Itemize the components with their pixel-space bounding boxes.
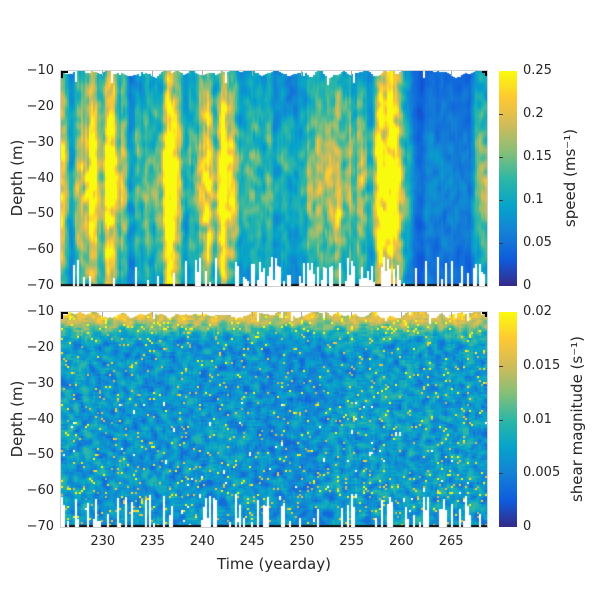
y-tick-label: −40 bbox=[26, 411, 54, 427]
x-tick-mark bbox=[102, 71, 104, 76]
x-tick-mark bbox=[351, 312, 353, 317]
x-tick-label: 265 bbox=[438, 534, 464, 549]
axis-corner-mark bbox=[61, 71, 63, 78]
colorbar-tick-mark bbox=[499, 200, 503, 201]
y-tick-label: −20 bbox=[26, 339, 54, 355]
y-tick-label: −70 bbox=[26, 278, 54, 293]
y-tick-label: −20 bbox=[26, 98, 54, 114]
x-tick-mark bbox=[201, 71, 203, 76]
x-tick-label: 235 bbox=[140, 534, 165, 549]
shear-heatmap-panel bbox=[60, 311, 488, 528]
x-tick-mark bbox=[301, 312, 303, 317]
x-tick-label: 250 bbox=[289, 534, 315, 549]
x-tick-label: 240 bbox=[189, 534, 215, 549]
x-tick-label: 255 bbox=[339, 534, 365, 549]
speed-heatmap-canvas bbox=[61, 71, 487, 286]
axis-corner-mark bbox=[482, 312, 487, 314]
x-tick-mark bbox=[450, 312, 452, 317]
axis-corner-mark bbox=[485, 71, 487, 76]
x-tick-mark bbox=[251, 71, 253, 76]
colorbar-tick-label: 0.01 bbox=[523, 411, 552, 427]
axis-corner-mark bbox=[61, 312, 68, 314]
colorbar-tick-label: 0.2 bbox=[523, 106, 544, 121]
axis-corner-mark bbox=[482, 71, 487, 73]
colorbar-tick-mark bbox=[499, 157, 503, 158]
shear-colorbar-label: shear magnitude (s⁻¹) bbox=[568, 335, 586, 503]
colorbar-tick-mark bbox=[499, 419, 503, 421]
x-tick-label: 230 bbox=[90, 534, 116, 549]
x-tick-mark bbox=[351, 71, 353, 76]
axis-corner-mark bbox=[61, 312, 63, 319]
x-tick-mark bbox=[102, 312, 104, 317]
x-tick-mark bbox=[201, 312, 203, 317]
x-tick-label: 260 bbox=[388, 534, 414, 549]
colorbar-tick-label: 0.005 bbox=[523, 465, 561, 481]
x-tick-mark bbox=[301, 71, 303, 76]
x-tick-mark bbox=[152, 312, 154, 317]
axis-corner-mark bbox=[61, 71, 68, 73]
colorbar-tick-label: 0 bbox=[523, 519, 532, 534]
y-tick-label: −30 bbox=[26, 375, 54, 391]
axis-corner-mark bbox=[485, 312, 487, 317]
speed-colorbar bbox=[499, 71, 517, 286]
colorbar-tick-mark bbox=[499, 365, 503, 367]
y-tick-label: −30 bbox=[26, 134, 54, 150]
x-tick-mark bbox=[400, 312, 402, 317]
colorbar-tick-mark bbox=[499, 473, 503, 475]
colorbar-tick-label: 0.02 bbox=[523, 304, 552, 319]
shear-heatmap-canvas bbox=[61, 312, 487, 527]
x-tick-mark bbox=[152, 71, 154, 76]
x-tick-mark bbox=[400, 71, 402, 76]
speed-colorbar-label: speed (ms⁻¹) bbox=[561, 128, 579, 228]
y-tick-label: −10 bbox=[26, 63, 54, 78]
y-tick-label: −70 bbox=[26, 519, 54, 534]
colorbar-tick-mark bbox=[499, 114, 503, 115]
y-tick-label: −40 bbox=[26, 170, 54, 186]
y-tick-label: −50 bbox=[26, 447, 54, 463]
x-tick-mark bbox=[450, 71, 452, 76]
colorbar-tick-label: 0.015 bbox=[523, 357, 561, 373]
y-tick-label: −60 bbox=[26, 242, 54, 258]
colorbar-tick-mark bbox=[499, 243, 503, 244]
x-tick-label: 245 bbox=[239, 534, 265, 549]
colorbar-tick-label: 0.25 bbox=[523, 63, 552, 78]
y-tick-label: −10 bbox=[26, 304, 54, 319]
shear-colorbar bbox=[499, 312, 517, 527]
colorbar-tick-label: 0 bbox=[523, 278, 532, 293]
y-tick-label: −60 bbox=[26, 483, 54, 499]
colorbar-tick-label: 0.1 bbox=[523, 192, 544, 207]
colorbar-tick-label: 0.15 bbox=[523, 149, 552, 164]
y-tick-label: −50 bbox=[26, 206, 54, 222]
colorbar-tick-label: 0.05 bbox=[523, 235, 552, 250]
x-axis-label: Time (yearday) bbox=[217, 555, 331, 573]
speed-heatmap-panel bbox=[60, 70, 488, 287]
x-tick-mark bbox=[251, 312, 253, 317]
